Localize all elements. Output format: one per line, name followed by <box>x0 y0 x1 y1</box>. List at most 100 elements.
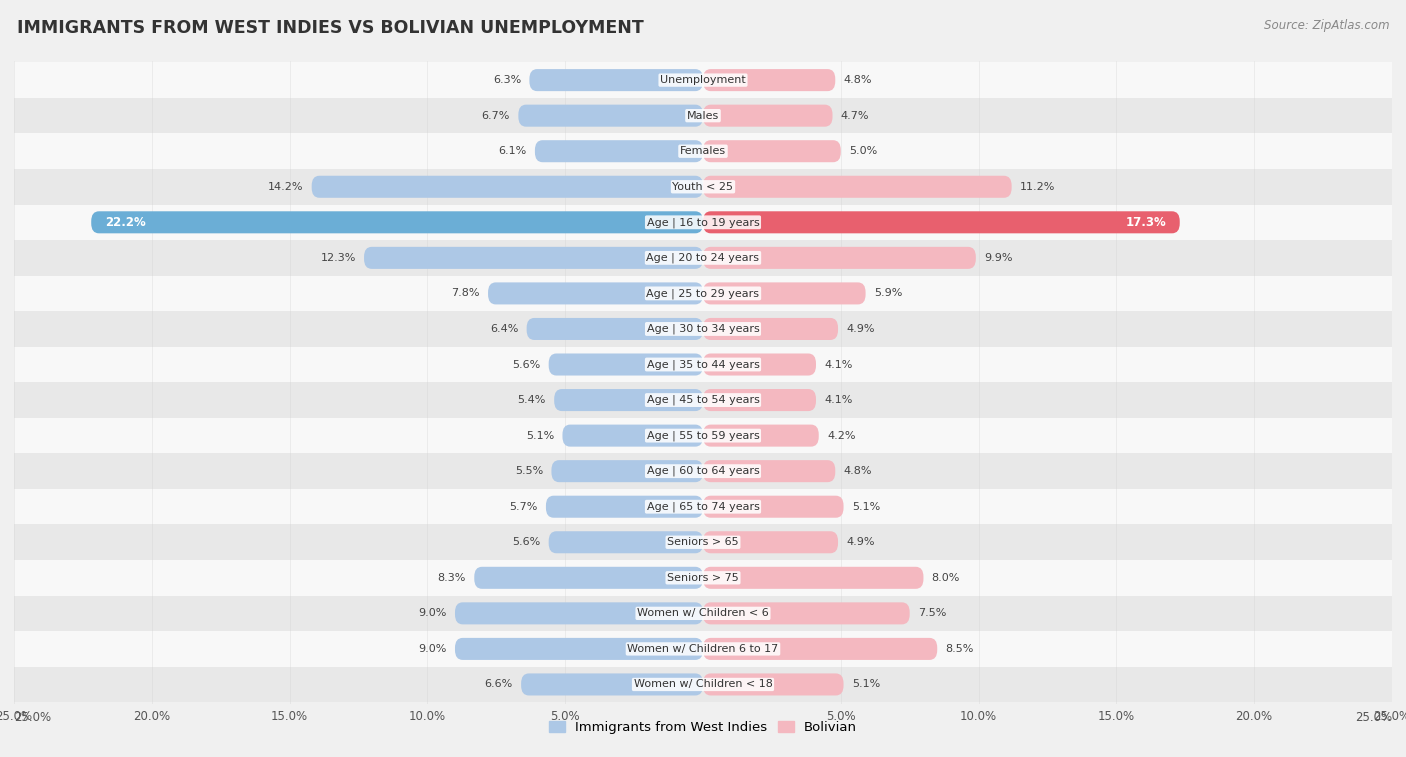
FancyBboxPatch shape <box>488 282 703 304</box>
FancyBboxPatch shape <box>91 211 703 233</box>
FancyBboxPatch shape <box>562 425 703 447</box>
Text: IMMIGRANTS FROM WEST INDIES VS BOLIVIAN UNEMPLOYMENT: IMMIGRANTS FROM WEST INDIES VS BOLIVIAN … <box>17 19 644 37</box>
FancyBboxPatch shape <box>703 140 841 162</box>
FancyBboxPatch shape <box>527 318 703 340</box>
Text: 14.2%: 14.2% <box>269 182 304 192</box>
Text: 5.9%: 5.9% <box>875 288 903 298</box>
FancyBboxPatch shape <box>456 638 703 660</box>
Bar <box>14 489 1392 525</box>
Bar <box>14 525 1392 560</box>
FancyBboxPatch shape <box>703 638 938 660</box>
FancyBboxPatch shape <box>703 69 835 91</box>
Text: Age | 35 to 44 years: Age | 35 to 44 years <box>647 360 759 369</box>
Bar <box>14 631 1392 667</box>
Text: 11.2%: 11.2% <box>1019 182 1056 192</box>
Text: Seniors > 65: Seniors > 65 <box>668 537 738 547</box>
Text: 4.1%: 4.1% <box>824 360 852 369</box>
FancyBboxPatch shape <box>703 389 815 411</box>
FancyBboxPatch shape <box>456 603 703 625</box>
FancyBboxPatch shape <box>703 603 910 625</box>
FancyBboxPatch shape <box>530 69 703 91</box>
Text: 5.5%: 5.5% <box>515 466 543 476</box>
Text: Youth < 25: Youth < 25 <box>672 182 734 192</box>
Text: 25.0%: 25.0% <box>1355 711 1392 724</box>
Text: 5.6%: 5.6% <box>512 360 540 369</box>
Text: 12.3%: 12.3% <box>321 253 356 263</box>
Bar <box>14 133 1392 169</box>
Text: 22.2%: 22.2% <box>105 216 146 229</box>
Bar <box>14 276 1392 311</box>
Text: 5.1%: 5.1% <box>852 502 880 512</box>
Bar <box>14 418 1392 453</box>
Text: 4.2%: 4.2% <box>827 431 855 441</box>
Text: Seniors > 75: Seniors > 75 <box>666 573 740 583</box>
Bar <box>14 311 1392 347</box>
Text: 4.1%: 4.1% <box>824 395 852 405</box>
Text: 8.3%: 8.3% <box>437 573 465 583</box>
Bar <box>14 204 1392 240</box>
Bar <box>14 596 1392 631</box>
FancyBboxPatch shape <box>703 496 844 518</box>
Text: 17.3%: 17.3% <box>1125 216 1166 229</box>
FancyBboxPatch shape <box>546 496 703 518</box>
Text: Age | 16 to 19 years: Age | 16 to 19 years <box>647 217 759 228</box>
FancyBboxPatch shape <box>519 104 703 126</box>
Text: 4.8%: 4.8% <box>844 75 872 85</box>
Text: Age | 45 to 54 years: Age | 45 to 54 years <box>647 395 759 405</box>
Text: 25.0%: 25.0% <box>14 711 51 724</box>
FancyBboxPatch shape <box>474 567 703 589</box>
Text: Age | 65 to 74 years: Age | 65 to 74 years <box>647 501 759 512</box>
Bar <box>14 453 1392 489</box>
Text: 7.8%: 7.8% <box>451 288 479 298</box>
Bar <box>14 169 1392 204</box>
Bar <box>14 347 1392 382</box>
FancyBboxPatch shape <box>551 460 703 482</box>
FancyBboxPatch shape <box>703 176 1012 198</box>
Text: 5.0%: 5.0% <box>849 146 877 156</box>
Text: 4.7%: 4.7% <box>841 111 869 120</box>
Text: 8.0%: 8.0% <box>932 573 960 583</box>
Bar <box>14 667 1392 702</box>
FancyBboxPatch shape <box>522 674 703 696</box>
FancyBboxPatch shape <box>703 211 1180 233</box>
Text: 5.4%: 5.4% <box>517 395 546 405</box>
Text: 8.5%: 8.5% <box>945 644 974 654</box>
Text: 9.0%: 9.0% <box>419 609 447 618</box>
Text: 9.0%: 9.0% <box>419 644 447 654</box>
Text: Females: Females <box>681 146 725 156</box>
FancyBboxPatch shape <box>312 176 703 198</box>
FancyBboxPatch shape <box>548 531 703 553</box>
Text: 6.1%: 6.1% <box>498 146 527 156</box>
Text: 6.3%: 6.3% <box>494 75 522 85</box>
FancyBboxPatch shape <box>703 318 838 340</box>
Text: 9.9%: 9.9% <box>984 253 1012 263</box>
Text: 5.6%: 5.6% <box>512 537 540 547</box>
FancyBboxPatch shape <box>703 247 976 269</box>
Text: Women w/ Children 6 to 17: Women w/ Children 6 to 17 <box>627 644 779 654</box>
Text: Women w/ Children < 6: Women w/ Children < 6 <box>637 609 769 618</box>
FancyBboxPatch shape <box>364 247 703 269</box>
Text: 4.9%: 4.9% <box>846 324 875 334</box>
FancyBboxPatch shape <box>703 104 832 126</box>
Bar <box>14 62 1392 98</box>
Text: Age | 25 to 29 years: Age | 25 to 29 years <box>647 288 759 299</box>
Text: Women w/ Children < 18: Women w/ Children < 18 <box>634 680 772 690</box>
FancyBboxPatch shape <box>548 354 703 375</box>
Bar <box>14 560 1392 596</box>
FancyBboxPatch shape <box>703 674 844 696</box>
FancyBboxPatch shape <box>703 425 818 447</box>
Text: 4.9%: 4.9% <box>846 537 875 547</box>
Text: Source: ZipAtlas.com: Source: ZipAtlas.com <box>1264 19 1389 32</box>
Text: Age | 30 to 34 years: Age | 30 to 34 years <box>647 324 759 334</box>
FancyBboxPatch shape <box>703 354 815 375</box>
Bar <box>14 382 1392 418</box>
Text: Age | 60 to 64 years: Age | 60 to 64 years <box>647 466 759 476</box>
Text: 6.6%: 6.6% <box>485 680 513 690</box>
Text: Males: Males <box>688 111 718 120</box>
FancyBboxPatch shape <box>534 140 703 162</box>
Text: 6.7%: 6.7% <box>482 111 510 120</box>
Text: 6.4%: 6.4% <box>489 324 519 334</box>
FancyBboxPatch shape <box>703 460 835 482</box>
Text: 5.1%: 5.1% <box>852 680 880 690</box>
Bar <box>14 240 1392 276</box>
